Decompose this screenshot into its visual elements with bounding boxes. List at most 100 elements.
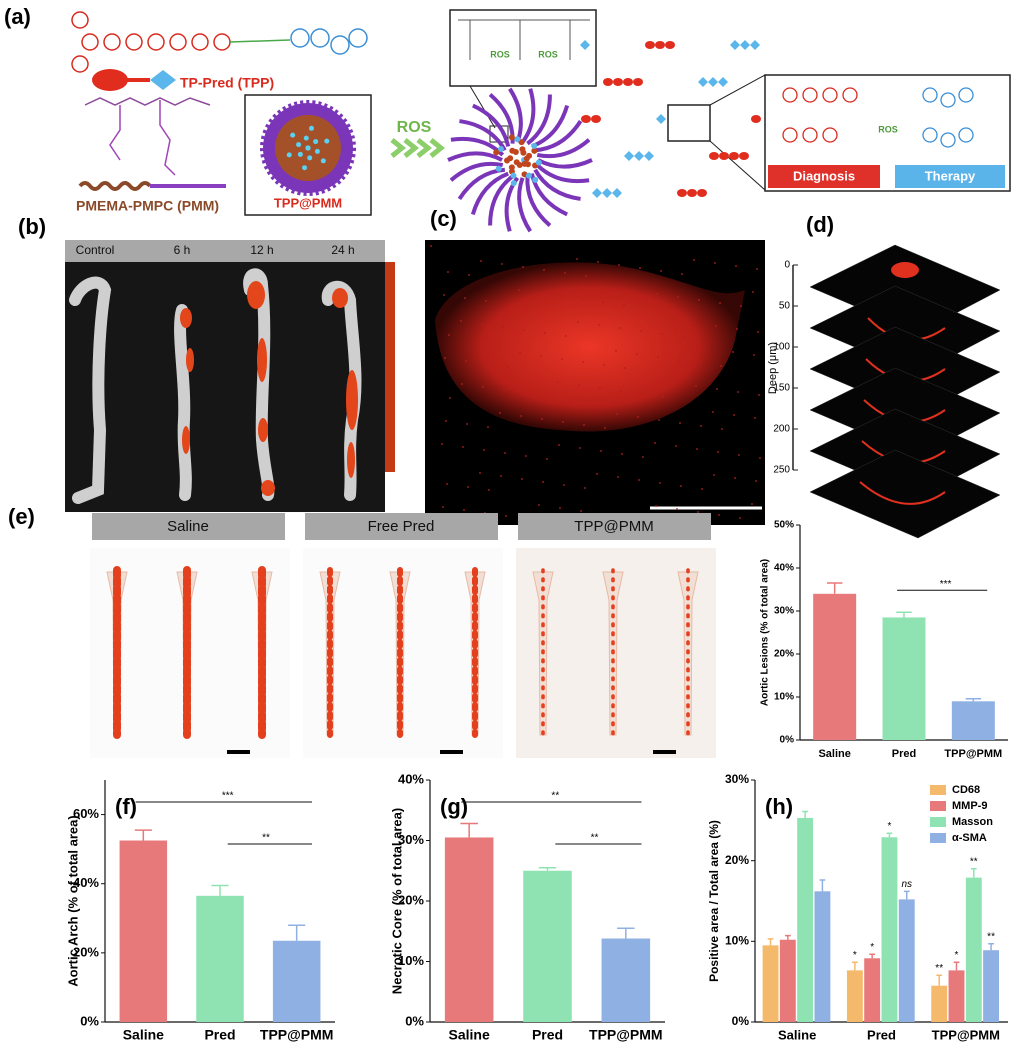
- fluorescence-hotspot: [347, 442, 355, 478]
- significance-label: **: [262, 833, 270, 844]
- section-signal: [859, 481, 946, 505]
- signal-speckle: [661, 333, 663, 335]
- y-axis-label: Necrotic Core (% of total area): [389, 808, 404, 994]
- signal-speckle: [756, 268, 758, 270]
- signal-speckle: [638, 479, 640, 481]
- signal-speckle: [483, 449, 485, 451]
- column-label: 6 h: [174, 243, 191, 257]
- bar: [196, 895, 244, 1022]
- released-probe: [655, 41, 665, 49]
- signal-speckle: [680, 485, 682, 487]
- depth-tick-label: 100: [773, 342, 790, 353]
- signal-speckle: [736, 328, 738, 330]
- legend-swatch: [930, 833, 946, 843]
- signal-speckle: [637, 416, 639, 418]
- zoom-source: [667, 104, 711, 142]
- panel-label: (h): [765, 794, 793, 819]
- error-bar: [460, 822, 478, 838]
- error-bar: [936, 974, 943, 986]
- nanoparticle-name: TPP@PMM: [274, 195, 342, 210]
- fluorescence-hotspot: [186, 348, 194, 372]
- signal-speckle: [739, 517, 741, 519]
- signal-speckle: [712, 411, 714, 413]
- prodrug-tail: [150, 70, 176, 90]
- signal-speckle: [682, 336, 684, 338]
- micelle-core: [497, 145, 504, 152]
- y-tick-label: 40%: [398, 771, 424, 786]
- steroid-ring: [330, 35, 350, 55]
- micelle-arm: [520, 88, 536, 144]
- bar: [881, 837, 898, 1022]
- signal-speckle: [678, 359, 680, 361]
- signal-speckle: [579, 447, 581, 449]
- error-bar: [970, 867, 977, 878]
- signal-speckle: [460, 320, 462, 322]
- signal-speckle: [449, 397, 451, 399]
- section-signal: [891, 262, 919, 278]
- signal-speckle: [641, 393, 643, 395]
- column-header: [65, 240, 385, 262]
- y-tick-label: 20%: [725, 853, 749, 867]
- signal-speckle: [562, 421, 564, 423]
- signal-speckle: [738, 454, 740, 456]
- steroid-ring: [348, 28, 368, 48]
- release-ros: ROS: [878, 124, 898, 134]
- signal-speckle: [444, 357, 446, 359]
- x-tick-label: Pred: [532, 1027, 563, 1043]
- steroid-ring: [310, 28, 330, 48]
- bar: [813, 593, 857, 740]
- y-tick-label: 20%: [398, 892, 424, 907]
- signal-speckle: [675, 445, 677, 447]
- signal-speckle: [583, 424, 585, 426]
- pmema-block: [78, 181, 152, 191]
- signal-speckle: [701, 488, 703, 490]
- panel-label: (g): [440, 794, 468, 819]
- loaded-drug: [313, 139, 319, 145]
- micelle-arm: [471, 103, 511, 147]
- released-drug: [634, 151, 644, 161]
- signal-speckle: [488, 489, 490, 491]
- released-probe: [633, 78, 643, 86]
- signal-speckle: [578, 384, 580, 386]
- error-bar: [819, 879, 826, 892]
- group-label: TPP@PMM: [574, 518, 653, 535]
- released-probe: [645, 41, 655, 49]
- signal-speckle: [501, 263, 503, 265]
- released-drug: [602, 188, 612, 198]
- released-probe: [739, 152, 749, 160]
- micelle-arm: [517, 177, 532, 233]
- product-ring: [958, 127, 974, 143]
- signal-speckle: [717, 451, 719, 453]
- signal-speckle: [561, 358, 563, 360]
- micelle-core: [535, 159, 542, 166]
- steroid-ring: [290, 28, 310, 48]
- error-bar: [211, 884, 229, 896]
- signal-speckle: [695, 385, 697, 387]
- signal-speckle: [715, 325, 717, 327]
- signal-speckle: [735, 265, 737, 267]
- y-axis-label: Positive area / Total area (%): [707, 820, 721, 982]
- signal-speckle: [752, 291, 754, 293]
- signal-speckle: [502, 326, 504, 328]
- error-bar: [886, 832, 893, 838]
- loaded-drug: [308, 125, 314, 131]
- x-tick-label: TPP@PMM: [944, 748, 1002, 760]
- y-axis-label: Aortic Lesions (% of total area): [760, 559, 771, 706]
- signal-speckle: [636, 353, 638, 355]
- bar: [797, 817, 814, 1022]
- signal-speckle: [758, 394, 760, 396]
- released-probe: [709, 152, 719, 160]
- signal-speckle: [546, 458, 548, 460]
- bar: [272, 940, 321, 1022]
- micelle-core: [525, 172, 532, 179]
- error-bar: [826, 582, 843, 594]
- signal-speckle: [448, 334, 450, 336]
- signal-speckle: [598, 324, 600, 326]
- significance-mark: *: [887, 821, 891, 832]
- signal-speckle: [523, 329, 525, 331]
- signal-speckle: [461, 383, 463, 385]
- color-bar: [385, 262, 395, 472]
- y-tick-label: 0%: [732, 1014, 750, 1028]
- signal-speckle: [584, 487, 586, 489]
- micelle-arm: [470, 171, 509, 216]
